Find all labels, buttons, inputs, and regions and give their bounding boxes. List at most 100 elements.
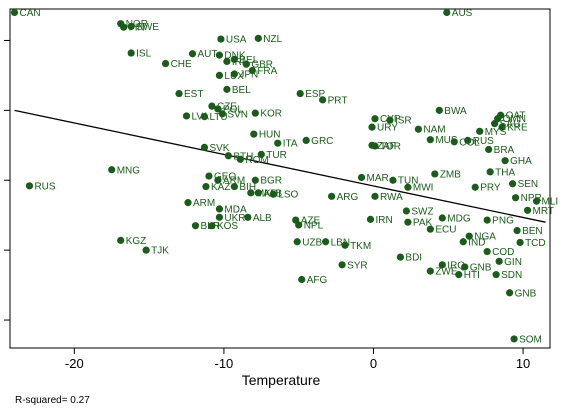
- data-point: [455, 271, 463, 279]
- data-point: [341, 241, 349, 249]
- data-point: [25, 182, 34, 190]
- x-tick-label: -20: [65, 356, 84, 371]
- data-point: [208, 222, 216, 230]
- point-label: UKR: [224, 213, 245, 224]
- point-label: BIH: [239, 182, 256, 193]
- data-point: [371, 115, 379, 123]
- data-point: [459, 238, 467, 246]
- x-tick-label: -10: [215, 356, 234, 371]
- point-label: KOS: [217, 221, 238, 232]
- point-label: PRT: [328, 95, 348, 106]
- data-point: [516, 238, 524, 247]
- data-point: [491, 120, 499, 128]
- data-point: [319, 96, 327, 104]
- data-point: [510, 335, 518, 343]
- data-point: [506, 289, 514, 297]
- data-point: [483, 247, 491, 256]
- point-label: MYS: [485, 127, 507, 138]
- data-point: [295, 221, 303, 229]
- data-point: [214, 176, 222, 184]
- point-label: BDI: [405, 253, 422, 264]
- point-label: PAK: [413, 218, 433, 229]
- point-label: GBR: [251, 60, 273, 71]
- point-label: ROM: [245, 155, 268, 166]
- point-label: UZB: [302, 237, 322, 248]
- data-point: [200, 113, 209, 121]
- point-label: KGZ: [126, 236, 147, 247]
- point-label: ISR: [395, 116, 412, 127]
- r-squared-note: R-squared= 0.27: [15, 395, 90, 406]
- point-label: MUS: [435, 135, 458, 146]
- data-point: [230, 182, 238, 191]
- data-point: [217, 35, 225, 43]
- point-label: GNB: [515, 288, 537, 299]
- data-point: [218, 110, 227, 118]
- point-label: TUN: [398, 176, 419, 187]
- point-label: ZMB: [440, 169, 461, 180]
- data-point: [485, 145, 493, 154]
- point-label: SVK: [209, 143, 229, 154]
- data-point: [230, 70, 238, 78]
- data-point: [215, 51, 224, 59]
- data-point: [200, 143, 209, 151]
- data-point: [254, 189, 262, 197]
- point-label: GNB: [470, 262, 492, 273]
- point-label: BEL: [239, 55, 258, 66]
- point-label: NZL: [263, 34, 282, 45]
- regression-line: [14, 109, 546, 223]
- data-point: [254, 34, 262, 42]
- data-point: [223, 57, 231, 66]
- data-point: [426, 267, 434, 275]
- data-point: [414, 125, 422, 133]
- point-label: QAT: [506, 111, 526, 122]
- point-label: AZE: [301, 216, 321, 227]
- point-label: SEN: [518, 179, 539, 190]
- data-point: [302, 136, 310, 145]
- point-label: IND: [468, 237, 485, 248]
- point-label: CZE: [217, 102, 237, 113]
- data-point: [322, 238, 330, 246]
- data-point: [248, 66, 256, 75]
- point-label: OMN: [503, 114, 526, 125]
- point-label: NPR: [521, 193, 542, 204]
- point-label: GEO: [214, 172, 236, 183]
- point-label: BTH: [233, 151, 253, 162]
- data-point: [182, 112, 191, 120]
- data-point: [464, 136, 472, 145]
- point-label: THA: [495, 167, 515, 178]
- point-label: MAR: [367, 173, 389, 184]
- point-label: LBN: [331, 237, 350, 248]
- data-point: [293, 238, 301, 246]
- point-label: KAZ: [211, 182, 230, 193]
- point-label: FIN: [129, 23, 145, 34]
- x-tick-label: 10: [516, 356, 530, 371]
- data-point: [184, 199, 192, 207]
- data-point: [402, 207, 410, 215]
- data-point: [511, 194, 520, 202]
- data-point: [389, 176, 397, 184]
- data-point: [127, 22, 135, 31]
- data-point: [10, 8, 19, 17]
- data-point: [251, 176, 259, 184]
- data-point: [357, 173, 366, 182]
- data-point: [175, 89, 183, 98]
- data-point: [108, 166, 116, 174]
- data-point: [513, 226, 521, 235]
- data-point: [476, 127, 484, 135]
- data-point: [338, 261, 346, 269]
- data-point: [236, 155, 244, 163]
- data-point: [431, 170, 439, 178]
- point-label: MDG: [447, 213, 471, 224]
- data-point: [443, 8, 451, 17]
- data-point: [450, 138, 458, 146]
- point-label: FRA: [257, 66, 277, 77]
- data-point: [247, 189, 255, 197]
- data-point: [188, 50, 197, 58]
- point-label: ISL: [136, 49, 151, 60]
- point-label: NOR: [126, 19, 148, 30]
- point-label: TCD: [525, 238, 546, 249]
- axis-ticks: -20 -10 0 10: [4, 39, 530, 371]
- point-label: HTI: [464, 270, 480, 281]
- data-point: [461, 263, 469, 271]
- point-label: IRQ: [447, 260, 465, 271]
